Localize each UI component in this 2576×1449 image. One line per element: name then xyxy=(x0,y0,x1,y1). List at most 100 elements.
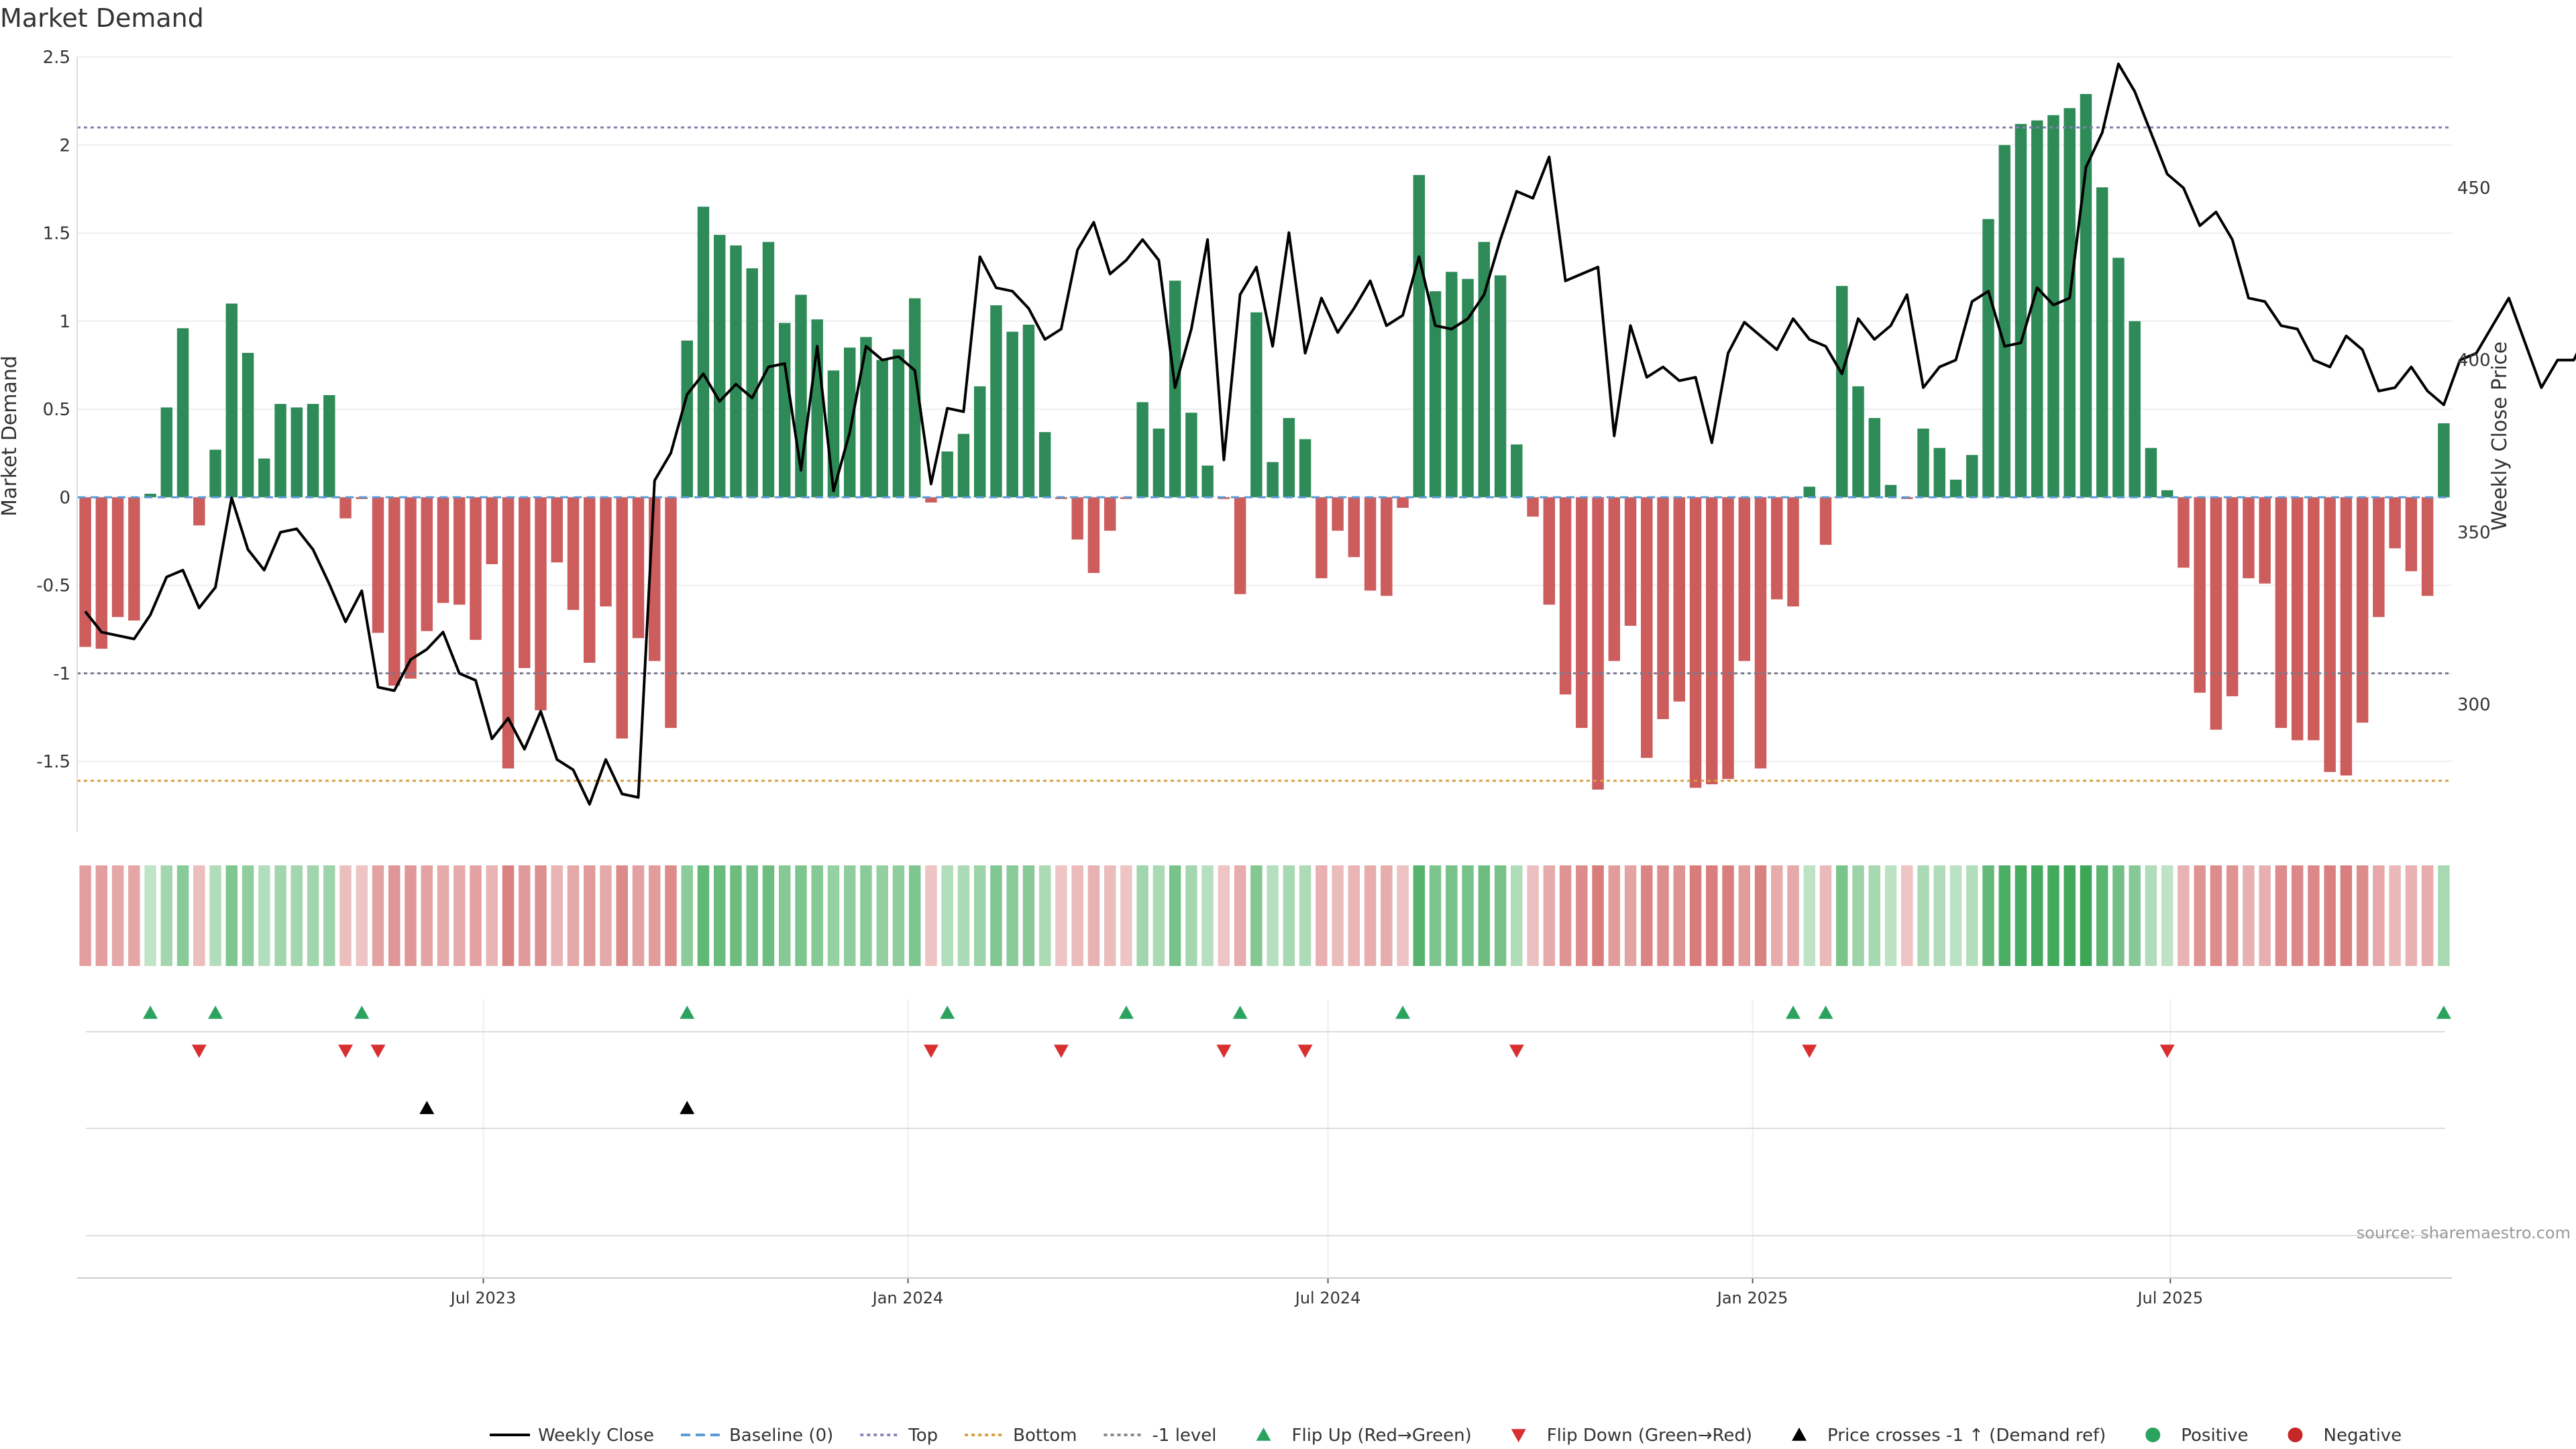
heat-cell xyxy=(2080,865,2092,966)
heat-cell xyxy=(1819,865,1832,966)
heat-cell xyxy=(1446,865,1458,966)
heat-cell xyxy=(2194,865,2206,966)
heat-cell xyxy=(1152,865,1165,966)
demand-bar xyxy=(1169,280,1181,498)
heat-cell xyxy=(2112,865,2125,966)
demand-bar xyxy=(160,407,173,498)
y-axis-label: Market Demand xyxy=(0,356,21,517)
demand-bar xyxy=(1071,497,1083,540)
heat-cell xyxy=(2178,865,2190,966)
demand-bar xyxy=(925,497,937,503)
heat-cell xyxy=(957,865,970,966)
demand-bar xyxy=(1397,497,1409,508)
heat-cell xyxy=(307,865,319,966)
heat-cell xyxy=(1771,865,1783,966)
flip-up-marker xyxy=(2436,1006,2451,1019)
demand-bar xyxy=(1738,497,1751,661)
demand-bar xyxy=(2324,497,2336,772)
demand-bar xyxy=(1283,418,1295,498)
demand-bar xyxy=(2096,187,2108,498)
heat-cell xyxy=(795,865,807,966)
heat-cell xyxy=(990,865,1002,966)
legend-item: Weekly Close xyxy=(490,1426,654,1446)
legend-item: Flip Up (Red→Green) xyxy=(1256,1426,1472,1446)
demand-bar xyxy=(2421,497,2434,596)
heat-cell xyxy=(1218,865,1230,966)
legend-label: Flip Down (Green→Red) xyxy=(1547,1426,1752,1446)
heat-cell xyxy=(1949,865,1962,966)
flip-down-marker xyxy=(338,1044,354,1058)
demand-bar xyxy=(2373,497,2385,617)
demand-bar xyxy=(1576,497,1588,729)
heat-cell xyxy=(551,865,564,966)
heat-cell xyxy=(697,865,710,966)
heat-cell xyxy=(1836,865,1848,966)
demand-bar xyxy=(2112,258,2125,498)
demand-bar xyxy=(1966,455,1978,498)
demand-bar xyxy=(2259,497,2271,584)
heat-cell xyxy=(258,865,270,966)
legend-swatch xyxy=(2145,1428,2161,1442)
heat-cell xyxy=(1267,865,1279,966)
y-tick-label: -1.5 xyxy=(36,752,70,772)
demand-bar xyxy=(1006,331,1018,498)
demand-bar xyxy=(1592,497,1604,790)
demand-bar xyxy=(1022,325,1035,498)
demand-bar xyxy=(1381,497,1393,596)
heat-cell xyxy=(746,865,758,966)
demand-bar xyxy=(1624,497,1637,626)
heat-cell xyxy=(681,865,693,966)
demand-bar xyxy=(486,497,498,564)
demand-bar xyxy=(176,328,189,498)
heat-cell xyxy=(1998,865,2010,966)
heat-cell xyxy=(1511,865,1523,966)
heat-cell xyxy=(1022,865,1035,966)
heat-cell xyxy=(111,865,124,966)
demand-bar xyxy=(2161,490,2174,498)
heat-cell xyxy=(535,865,547,966)
heat-cell xyxy=(1201,865,1214,966)
heat-cell xyxy=(778,865,791,966)
demand-bar xyxy=(128,497,140,621)
heat-cell xyxy=(453,865,466,966)
price-cross-marker xyxy=(680,1101,695,1114)
heat-cell xyxy=(2031,865,2043,966)
demand-bar xyxy=(193,497,205,526)
legend-item: Price crosses -1 ↑ (Demand ref) xyxy=(1792,1426,2106,1446)
legend-label: Flip Up (Red→Green) xyxy=(1292,1426,1472,1446)
legend-swatch xyxy=(1511,1429,1526,1442)
demand-bar xyxy=(665,497,677,729)
demand-bar xyxy=(1478,241,1491,498)
demand-bar xyxy=(632,497,645,639)
chart-title: Market Demand xyxy=(0,3,204,33)
heat-cell xyxy=(339,865,352,966)
heat-cell xyxy=(1917,865,1929,966)
heat-cell xyxy=(388,865,400,966)
heat-cell xyxy=(567,865,580,966)
x-tick-label: Jan 2024 xyxy=(871,1289,944,1307)
heat-cell xyxy=(1543,865,1556,966)
heat-cell xyxy=(1689,865,1702,966)
demand-bar xyxy=(2080,94,2092,498)
demand-bar xyxy=(1949,480,1962,498)
demand-bar xyxy=(535,497,547,710)
heat-cell xyxy=(2275,865,2288,966)
demand-bar xyxy=(843,347,856,498)
demand-bar xyxy=(1803,486,1815,498)
heat-cell xyxy=(1852,865,1864,966)
heat-cell xyxy=(941,865,953,966)
demand-bar xyxy=(2031,120,2043,498)
demand-bar xyxy=(2356,497,2369,723)
flip-up-marker xyxy=(680,1006,695,1019)
demand-bar xyxy=(1250,312,1263,498)
x-tick-label: Jan 2025 xyxy=(1716,1289,1788,1307)
heat-cell xyxy=(632,865,645,966)
source-note: source: sharemaestro.com xyxy=(2357,1224,2571,1242)
demand-bar xyxy=(225,303,238,498)
heat-cell xyxy=(372,865,384,966)
heat-cell xyxy=(1803,865,1815,966)
heat-cell xyxy=(356,865,368,966)
heat-cell xyxy=(519,865,531,966)
demand-bar xyxy=(1689,497,1702,788)
y2-tick-label: 350 xyxy=(2457,523,2491,543)
